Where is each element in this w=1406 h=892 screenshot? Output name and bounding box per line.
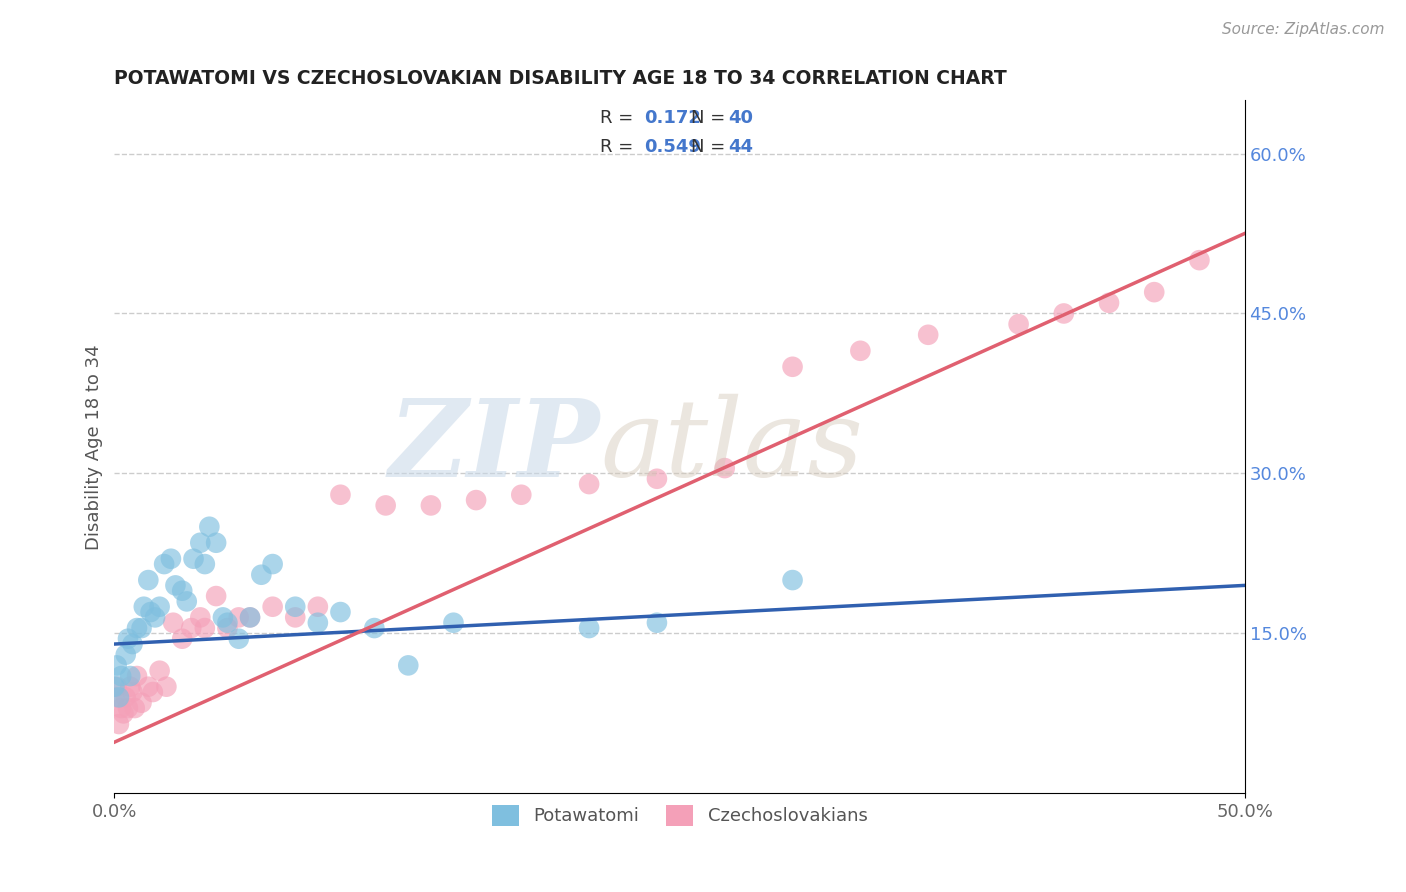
Point [162, 615, 184, 630]
Text: atlas: atlas [600, 394, 863, 500]
Point [284, 599, 307, 614]
Point [188, 535, 211, 549]
Point [396, 658, 419, 673]
Point [194, 621, 217, 635]
Text: R =: R = [600, 138, 640, 156]
Point [849, 343, 872, 358]
Point [188, 610, 211, 624]
Point [103, 680, 125, 694]
Point [108, 690, 131, 705]
Point [374, 499, 396, 513]
Point [110, 669, 132, 683]
Text: 44: 44 [728, 138, 754, 156]
Text: POTAWATOMI VS CZECHOSLOVAKIAN DISABILITY AGE 18 TO 34 CORRELATION CHART: POTAWATOMI VS CZECHOSLOVAKIAN DISABILITY… [114, 69, 1007, 87]
Point [205, 589, 228, 603]
Point [363, 621, 385, 635]
Point [205, 535, 228, 549]
Point [142, 685, 165, 699]
Point [217, 615, 239, 630]
Point [172, 632, 194, 646]
Point [228, 610, 250, 624]
Point [112, 706, 135, 721]
Point [120, 669, 142, 683]
Point [645, 615, 668, 630]
Point [110, 701, 132, 715]
Point [105, 680, 128, 694]
Point [105, 658, 128, 673]
Point [262, 557, 284, 571]
Point [117, 701, 139, 715]
Point [1053, 306, 1076, 320]
Point [121, 637, 143, 651]
Point [117, 632, 139, 646]
Point [125, 669, 148, 683]
Point [262, 599, 284, 614]
Point [713, 461, 735, 475]
Point [465, 493, 488, 508]
Y-axis label: Disability Age 18 to 34: Disability Age 18 to 34 [86, 344, 103, 549]
Point [143, 610, 166, 624]
Point [645, 472, 668, 486]
Point [250, 567, 273, 582]
Point [153, 557, 176, 571]
Point [217, 621, 239, 635]
Point [284, 610, 307, 624]
Point [307, 599, 329, 614]
Point [125, 621, 148, 635]
Text: 0.549: 0.549 [644, 138, 702, 156]
Point [578, 621, 600, 635]
Point [172, 583, 194, 598]
Point [132, 599, 155, 614]
Point [114, 690, 136, 705]
Point [239, 610, 262, 624]
Point [136, 680, 159, 694]
Point [1143, 285, 1166, 300]
Point [1098, 295, 1121, 310]
Point [307, 615, 329, 630]
Text: 0.172: 0.172 [644, 109, 702, 127]
Point [329, 605, 352, 619]
Point [131, 696, 153, 710]
Point [329, 488, 352, 502]
Point [212, 610, 235, 624]
Point [1188, 253, 1211, 268]
Point [419, 499, 441, 513]
Point [103, 690, 125, 705]
Point [120, 680, 142, 694]
Text: ZIP: ZIP [389, 393, 600, 500]
Point [782, 359, 804, 374]
Text: N =: N = [690, 138, 731, 156]
Point [114, 648, 136, 662]
Point [917, 327, 939, 342]
Point [149, 664, 172, 678]
Point [108, 717, 131, 731]
Point [149, 599, 172, 614]
Point [578, 477, 600, 491]
Text: Source: ZipAtlas.com: Source: ZipAtlas.com [1222, 22, 1385, 37]
Text: 40: 40 [728, 109, 754, 127]
Point [165, 578, 187, 592]
Point [510, 488, 533, 502]
Point [160, 551, 183, 566]
Point [124, 701, 146, 715]
Point [136, 573, 159, 587]
Point [239, 610, 262, 624]
Point [180, 621, 202, 635]
Point [183, 551, 205, 566]
Point [198, 520, 221, 534]
Point [155, 680, 177, 694]
Point [176, 594, 198, 608]
Point [121, 685, 143, 699]
Point [131, 621, 153, 635]
Text: R =: R = [600, 109, 640, 127]
Point [782, 573, 804, 587]
Text: N =: N = [690, 109, 731, 127]
Legend: Potawatomi, Czechoslovakians: Potawatomi, Czechoslovakians [484, 797, 875, 833]
Point [228, 632, 250, 646]
Point [194, 557, 217, 571]
Point [443, 615, 465, 630]
Point [139, 605, 162, 619]
Point [1007, 317, 1029, 331]
